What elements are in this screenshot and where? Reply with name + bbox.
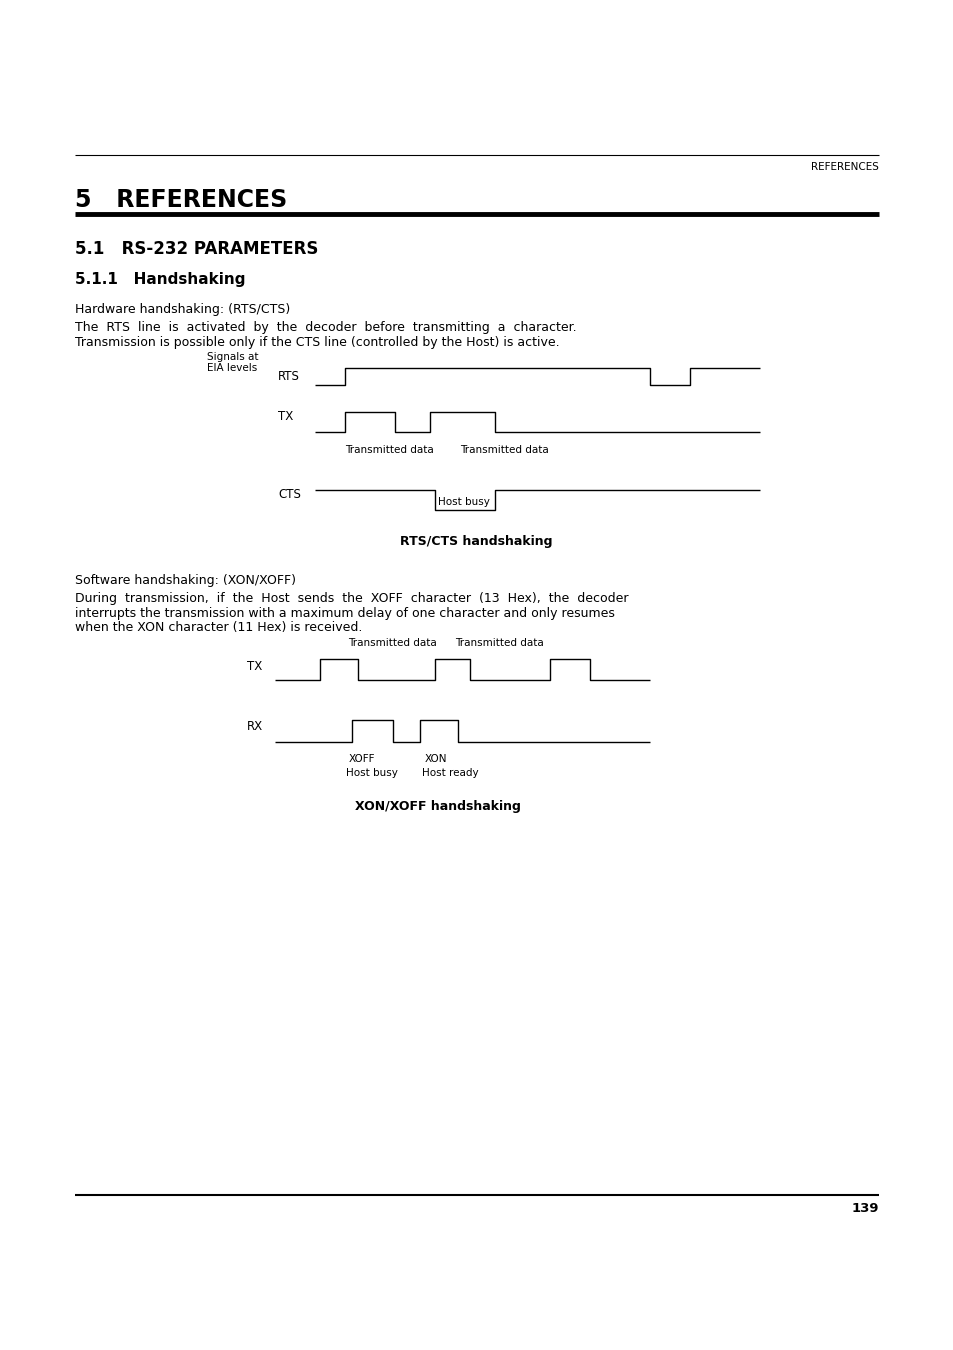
Text: Host busy: Host busy [437,497,489,508]
Text: Signals at: Signals at [207,352,258,362]
Text: Transmitted data: Transmitted data [455,639,543,648]
Text: Transmission is possible only if the CTS line (controlled by the Host) is active: Transmission is possible only if the CTS… [75,336,559,350]
Text: The  RTS  line  is  activated  by  the  decoder  before  transmitting  a  charac: The RTS line is activated by the decoder… [75,321,576,333]
Text: XON: XON [424,755,447,764]
Text: REFERENCES: REFERENCES [810,162,878,171]
Text: XOFF: XOFF [349,755,375,764]
Text: CTS: CTS [277,487,300,501]
Text: when the XON character (11 Hex) is received.: when the XON character (11 Hex) is recei… [75,621,362,634]
Text: Hardware handshaking: (RTS/CTS): Hardware handshaking: (RTS/CTS) [75,302,290,316]
Text: RX: RX [247,720,263,733]
Text: 5.1   RS-232 PARAMETERS: 5.1 RS-232 PARAMETERS [75,240,318,258]
Text: 139: 139 [851,1202,878,1215]
Text: interrupts the transmission with a maximum delay of one character and only resum: interrupts the transmission with a maxim… [75,608,615,620]
Text: RTS: RTS [277,370,299,383]
Text: Transmitted data: Transmitted data [345,446,434,455]
Text: EIA levels: EIA levels [207,363,257,373]
Text: Software handshaking: (XON/XOFF): Software handshaking: (XON/XOFF) [75,574,295,587]
Text: 5.1.1   Handshaking: 5.1.1 Handshaking [75,271,245,288]
Text: Host ready: Host ready [421,768,478,778]
Text: Transmitted data: Transmitted data [348,639,436,648]
Text: XON/XOFF handshaking: XON/XOFF handshaking [355,801,520,813]
Text: TX: TX [277,410,293,423]
Text: Host busy: Host busy [346,768,397,778]
Text: TX: TX [247,660,262,674]
Text: 5   REFERENCES: 5 REFERENCES [75,188,287,212]
Text: During  transmission,  if  the  Host  sends  the  XOFF  character  (13  Hex),  t: During transmission, if the Host sends t… [75,593,628,605]
Text: RTS/CTS handshaking: RTS/CTS handshaking [399,535,552,548]
Text: Transmitted data: Transmitted data [459,446,548,455]
